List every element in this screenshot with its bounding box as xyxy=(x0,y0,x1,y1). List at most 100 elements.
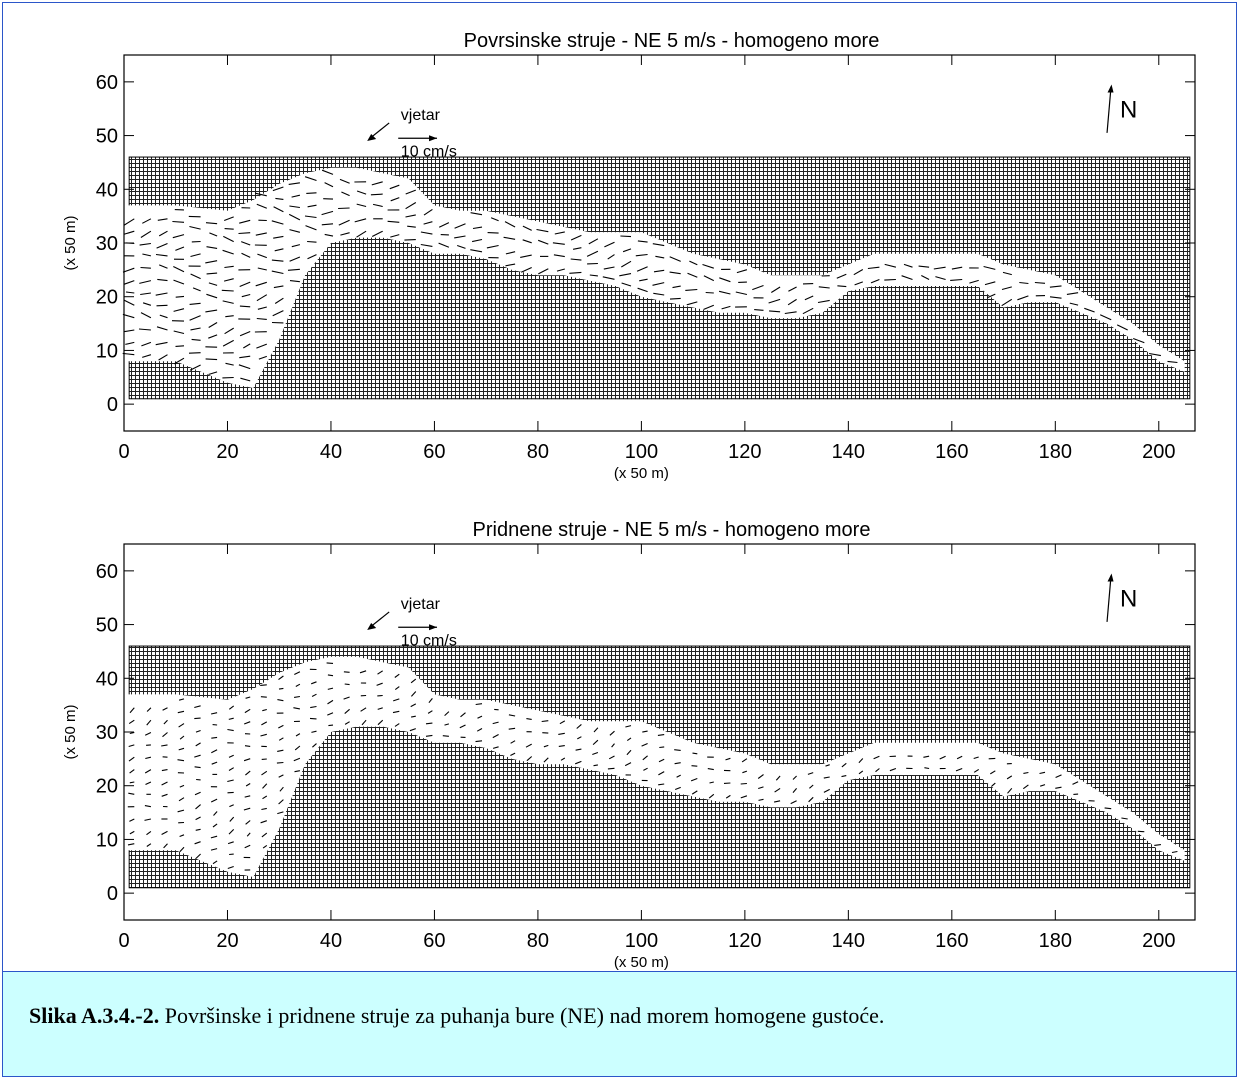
current-vector xyxy=(407,225,416,228)
current-vector xyxy=(1001,298,1013,307)
current-vector xyxy=(257,306,267,310)
current-vector xyxy=(324,182,334,188)
y-tick-label: 50 xyxy=(96,615,118,637)
current-vector xyxy=(262,783,268,789)
current-vector xyxy=(327,687,334,690)
current-vector xyxy=(122,352,135,356)
current-vector xyxy=(438,222,450,228)
current-vector xyxy=(444,711,450,717)
current-vector xyxy=(742,770,748,774)
current-vector xyxy=(307,254,317,260)
current-vector xyxy=(326,662,334,664)
current-vector xyxy=(140,292,151,296)
current-vector xyxy=(343,671,350,673)
current-vector xyxy=(208,334,218,339)
current-vector xyxy=(371,181,383,186)
current-vector xyxy=(457,244,466,249)
current-vector xyxy=(607,767,615,770)
current-vector xyxy=(788,286,797,292)
current-vector xyxy=(123,218,135,226)
current-vector xyxy=(278,737,284,741)
current-vector xyxy=(841,775,847,778)
current-vector xyxy=(175,345,185,347)
current-vector xyxy=(194,766,201,769)
scale-label: 10 cm/s xyxy=(401,632,457,649)
current-vector xyxy=(239,281,251,288)
current-vector xyxy=(129,707,135,714)
current-vector xyxy=(990,770,996,775)
current-vector xyxy=(691,790,698,795)
x-axis-label: (x 50 m) xyxy=(614,954,669,971)
current-vector xyxy=(340,232,350,236)
current-vector xyxy=(208,282,218,286)
current-vector xyxy=(969,279,979,284)
current-vector xyxy=(161,781,168,786)
current-vector xyxy=(405,189,416,195)
current-vector xyxy=(622,248,632,253)
x-tick-label: 20 xyxy=(216,930,238,952)
current-vector xyxy=(163,719,168,725)
current-vector xyxy=(702,263,714,269)
current-vector xyxy=(984,281,996,286)
current-vector xyxy=(278,799,284,805)
current-vector xyxy=(620,235,632,238)
current-vector xyxy=(238,364,251,370)
current-vector xyxy=(420,231,433,235)
current-vector xyxy=(841,762,847,768)
current-vector xyxy=(705,291,714,294)
current-vector xyxy=(222,300,234,304)
wind-annotation: vjetar 10 cm/s xyxy=(367,596,457,649)
current-vector xyxy=(621,260,632,268)
y-tick-label: 50 xyxy=(96,126,118,148)
current-vector xyxy=(195,853,201,859)
current-vector xyxy=(593,727,599,733)
current-vector xyxy=(339,178,350,184)
current-vector xyxy=(390,234,400,238)
current-vector xyxy=(983,265,996,270)
y-tick-label: 40 xyxy=(96,668,118,690)
current-vector xyxy=(173,308,185,312)
current-vector xyxy=(1171,850,1178,854)
current-vector xyxy=(122,267,135,273)
current-vector xyxy=(175,295,185,298)
current-vector xyxy=(206,246,218,249)
current-vector xyxy=(304,176,317,182)
current-vector xyxy=(178,723,185,728)
current-vector xyxy=(470,249,483,253)
current-vector xyxy=(773,800,781,803)
current-vector xyxy=(973,756,979,760)
current-vector xyxy=(635,253,648,257)
current-vector xyxy=(554,231,565,235)
x-tick-label: 140 xyxy=(832,441,865,463)
current-vector xyxy=(195,828,201,831)
current-vector xyxy=(873,755,880,760)
current-vector xyxy=(178,747,185,751)
current-vector xyxy=(1055,774,1062,779)
current-vector xyxy=(377,707,383,710)
current-vector xyxy=(279,786,284,792)
current-vector xyxy=(312,743,317,748)
current-vector xyxy=(775,775,781,781)
current-vector xyxy=(889,767,897,772)
current-vector xyxy=(576,723,582,729)
current-vector xyxy=(553,254,565,258)
current-vector xyxy=(278,687,284,690)
current-vector xyxy=(194,705,201,709)
x-tick-label: 180 xyxy=(1039,441,1072,463)
current-vector xyxy=(293,757,301,762)
current-vector xyxy=(139,280,152,284)
current-vector xyxy=(309,717,317,720)
current-vector xyxy=(377,670,384,675)
current-vector xyxy=(262,708,267,712)
current-vector xyxy=(394,686,400,691)
current-vector xyxy=(146,843,152,847)
current-vector xyxy=(256,343,267,349)
current-vector xyxy=(1002,271,1012,276)
current-vector xyxy=(328,724,334,727)
y-tick-label: 10 xyxy=(96,340,118,362)
current-vector xyxy=(144,818,152,821)
figure-caption: Slika A.3.4.-2. Površinske i pridnene st… xyxy=(29,1002,1219,1029)
current-vector xyxy=(305,225,317,231)
current-vector xyxy=(246,832,251,837)
y-tick-label: 10 xyxy=(96,829,118,851)
